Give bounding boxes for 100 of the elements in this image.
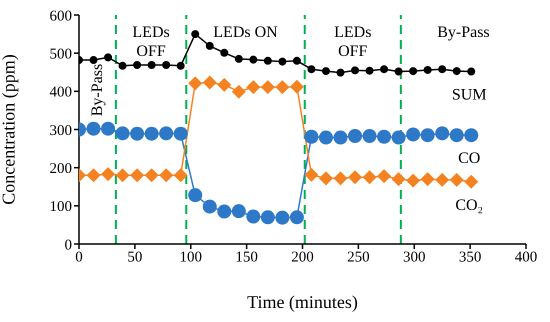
point (159, 168, 174, 182)
y-tick-label: 400 (50, 84, 72, 101)
point (307, 65, 316, 74)
annotation: LEDs OFF (132, 24, 170, 60)
point (362, 128, 377, 143)
point (452, 67, 461, 76)
x-tick-label: 0 (75, 250, 83, 266)
point (246, 210, 260, 224)
x-tick-label: 150 (235, 250, 258, 266)
point (464, 128, 478, 142)
point (118, 62, 127, 70)
point (351, 66, 360, 74)
point (336, 68, 344, 77)
point (101, 122, 116, 136)
y-tick-label: 600 (50, 8, 72, 24)
point (435, 172, 450, 187)
point (249, 56, 258, 64)
point (101, 167, 116, 182)
point (290, 210, 304, 224)
point (392, 172, 406, 186)
annotation: LEDs ON (213, 24, 278, 41)
point (438, 65, 446, 74)
x-tick-label: 400 (514, 250, 538, 266)
point (232, 204, 246, 218)
x-tick-label: 200 (291, 250, 314, 266)
point (174, 126, 188, 141)
point (130, 126, 144, 141)
point (409, 67, 418, 76)
point (318, 171, 333, 186)
point (275, 80, 290, 94)
y-tick-label: 500 (50, 46, 72, 62)
point (188, 188, 202, 202)
point (392, 130, 406, 145)
point (380, 65, 388, 74)
point (406, 174, 420, 188)
y-tick-label: 200 (50, 160, 72, 177)
x-tick-label: 100 (180, 250, 202, 266)
series-label: CO (458, 150, 480, 168)
point (144, 126, 159, 141)
point (420, 172, 435, 186)
point (260, 80, 275, 94)
point (162, 61, 170, 69)
point (377, 130, 392, 144)
y-axis-title: Concentration (ppm) (0, 54, 18, 205)
point (467, 67, 476, 76)
y-tick-label: 300 (50, 122, 72, 139)
point (377, 169, 392, 184)
point (86, 168, 101, 182)
point (362, 170, 377, 184)
point (246, 80, 260, 94)
point (435, 126, 450, 140)
annotation: By-Pass (437, 24, 490, 41)
point (130, 168, 144, 182)
point (290, 80, 304, 94)
point (304, 168, 318, 182)
point (394, 67, 403, 76)
point (176, 62, 185, 70)
point (90, 56, 98, 64)
point (234, 54, 243, 63)
point (159, 126, 174, 140)
x-tick-label: 250 (347, 250, 370, 266)
point (333, 171, 348, 186)
x-tick-label: 350 (458, 250, 482, 266)
point (292, 56, 301, 65)
point (217, 204, 232, 219)
y-tick-label: 100 (50, 199, 72, 216)
point (86, 122, 101, 136)
x-tick-label: 50 (127, 250, 142, 266)
series-label: SUM (452, 86, 487, 104)
point (220, 48, 228, 57)
point (333, 130, 348, 145)
point (148, 61, 156, 69)
point (174, 168, 188, 182)
point (420, 128, 435, 142)
point (406, 127, 420, 142)
point (116, 126, 130, 140)
point (191, 30, 200, 38)
point (133, 61, 142, 69)
point (275, 210, 290, 225)
point (264, 56, 272, 65)
point (188, 76, 202, 90)
x-tick-label: 300 (403, 250, 426, 266)
point (260, 210, 275, 224)
point (116, 168, 130, 182)
point (278, 58, 286, 66)
point (450, 172, 464, 187)
point (202, 200, 217, 214)
y-tick-label: 0 (64, 237, 72, 254)
point (424, 66, 432, 74)
series-label: CO₂ (455, 196, 484, 214)
point (348, 128, 362, 143)
point (318, 130, 333, 145)
x-axis-title: Time (minutes) (247, 292, 358, 312)
point (348, 170, 362, 184)
point (144, 168, 159, 182)
point (104, 53, 112, 62)
point (232, 84, 246, 99)
annotation: LEDs OFF (334, 24, 372, 60)
point (366, 66, 374, 75)
point (202, 76, 217, 90)
